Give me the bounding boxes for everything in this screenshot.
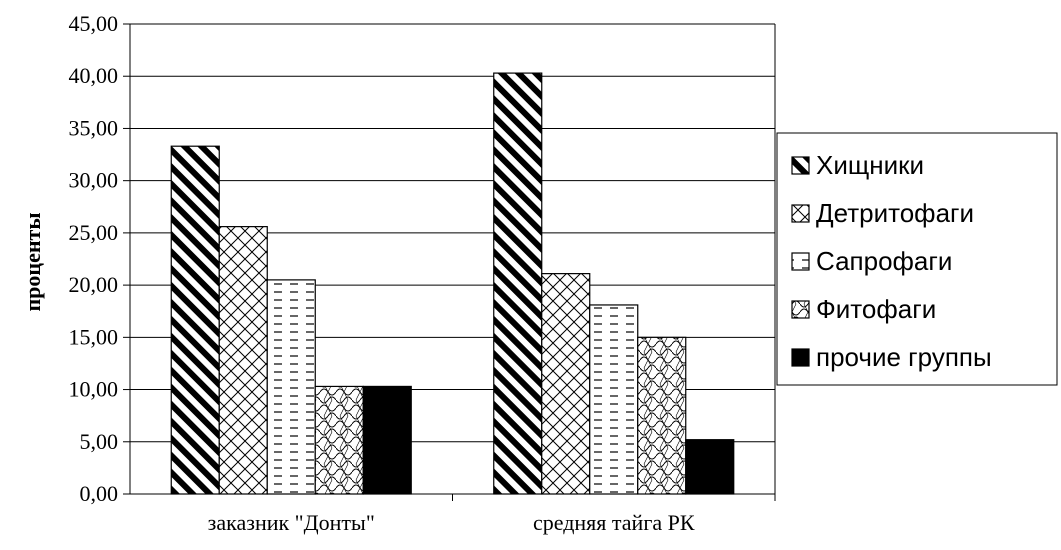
y-tick-label: 30,00 [69,168,119,193]
bar-1-cat-1 [170,145,220,495]
legend-label: Сапрофаги [816,246,952,276]
bar-5-cat-2 [685,439,735,495]
legend-label: прочие группы [816,342,992,372]
legend: Хищники Детритофаги Сапрофаги Фитофаги прочи… [776,132,1058,386]
y-tick-label: 40,00 [69,63,119,88]
bar-3-cat-2 [589,304,639,495]
x-category-label: заказник "Донты" [208,510,375,535]
legend-swatch [791,204,810,223]
category-labels: заказник "Донты" средняя тайга РК [208,510,695,535]
bar-2-cat-1 [218,226,268,495]
bar-3-cat-1 [266,279,316,495]
y-axis-ticks: 0,00 5,00 10,00 15,00 20,00 25,00 30,00 35,00 40… [69,11,130,506]
bar-1-cat-2 [493,72,543,495]
legend-swatch [791,156,810,175]
legend-label: Детритофаги [816,198,974,228]
legend-swatch [791,300,810,319]
y-tick-label: 45,00 [69,11,119,36]
y-axis-label: проценты [20,212,45,311]
legend-swatch [791,348,810,367]
legend-swatch [791,252,810,271]
y-tick-label: 20,00 [69,272,119,297]
x-category-label: средняя тайга РК [533,510,695,535]
bar-5-cat-1 [362,385,412,495]
y-tick-label: 0,00 [80,481,119,506]
y-tick-label: 25,00 [69,220,119,245]
axes [129,23,776,501]
bar-4-cat-2 [637,336,687,495]
y-tick-label: 5,00 [80,429,119,454]
bar-4-cat-1 [314,385,364,495]
bars [170,72,735,495]
y-tick-label: 35,00 [69,115,119,140]
legend-label: Фитофаги [816,294,936,324]
bar-2-cat-2 [541,273,591,495]
legend-label: Хищники [816,150,924,180]
y-tick-label: 15,00 [69,324,119,349]
y-tick-label: 10,00 [69,377,119,402]
